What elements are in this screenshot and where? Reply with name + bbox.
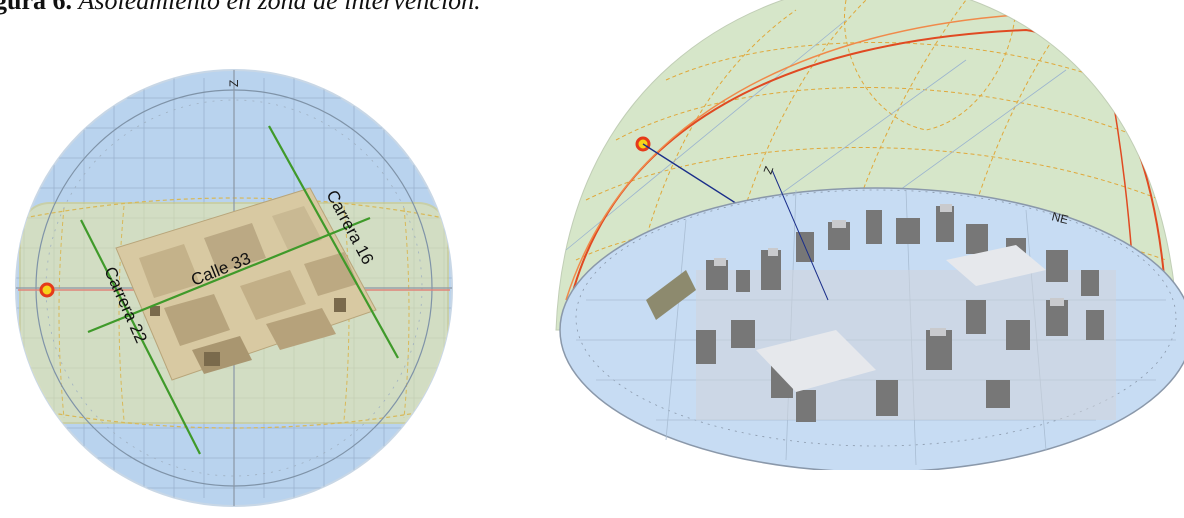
sunpath-3d-diagram: Z NE <box>555 0 1184 470</box>
zenith-label: Z <box>227 80 241 87</box>
sun-marker <box>39 282 55 298</box>
caption-text: Asoleamiento en zona de intervención. <box>78 0 481 15</box>
city-model <box>115 187 377 381</box>
city-buildings <box>646 204 1116 422</box>
zenith-label-3d: Z <box>761 164 777 176</box>
street-lines <box>80 125 399 455</box>
figure-caption: gura 6. Asoleamiento en zona de interven… <box>0 0 481 16</box>
sunpath-plan-diagram: Z Carrera 16 Calle 33 Carrera 22 <box>15 69 453 507</box>
caption-label: gura 6. <box>0 0 72 15</box>
compass-label-ne: NE <box>1050 209 1070 227</box>
